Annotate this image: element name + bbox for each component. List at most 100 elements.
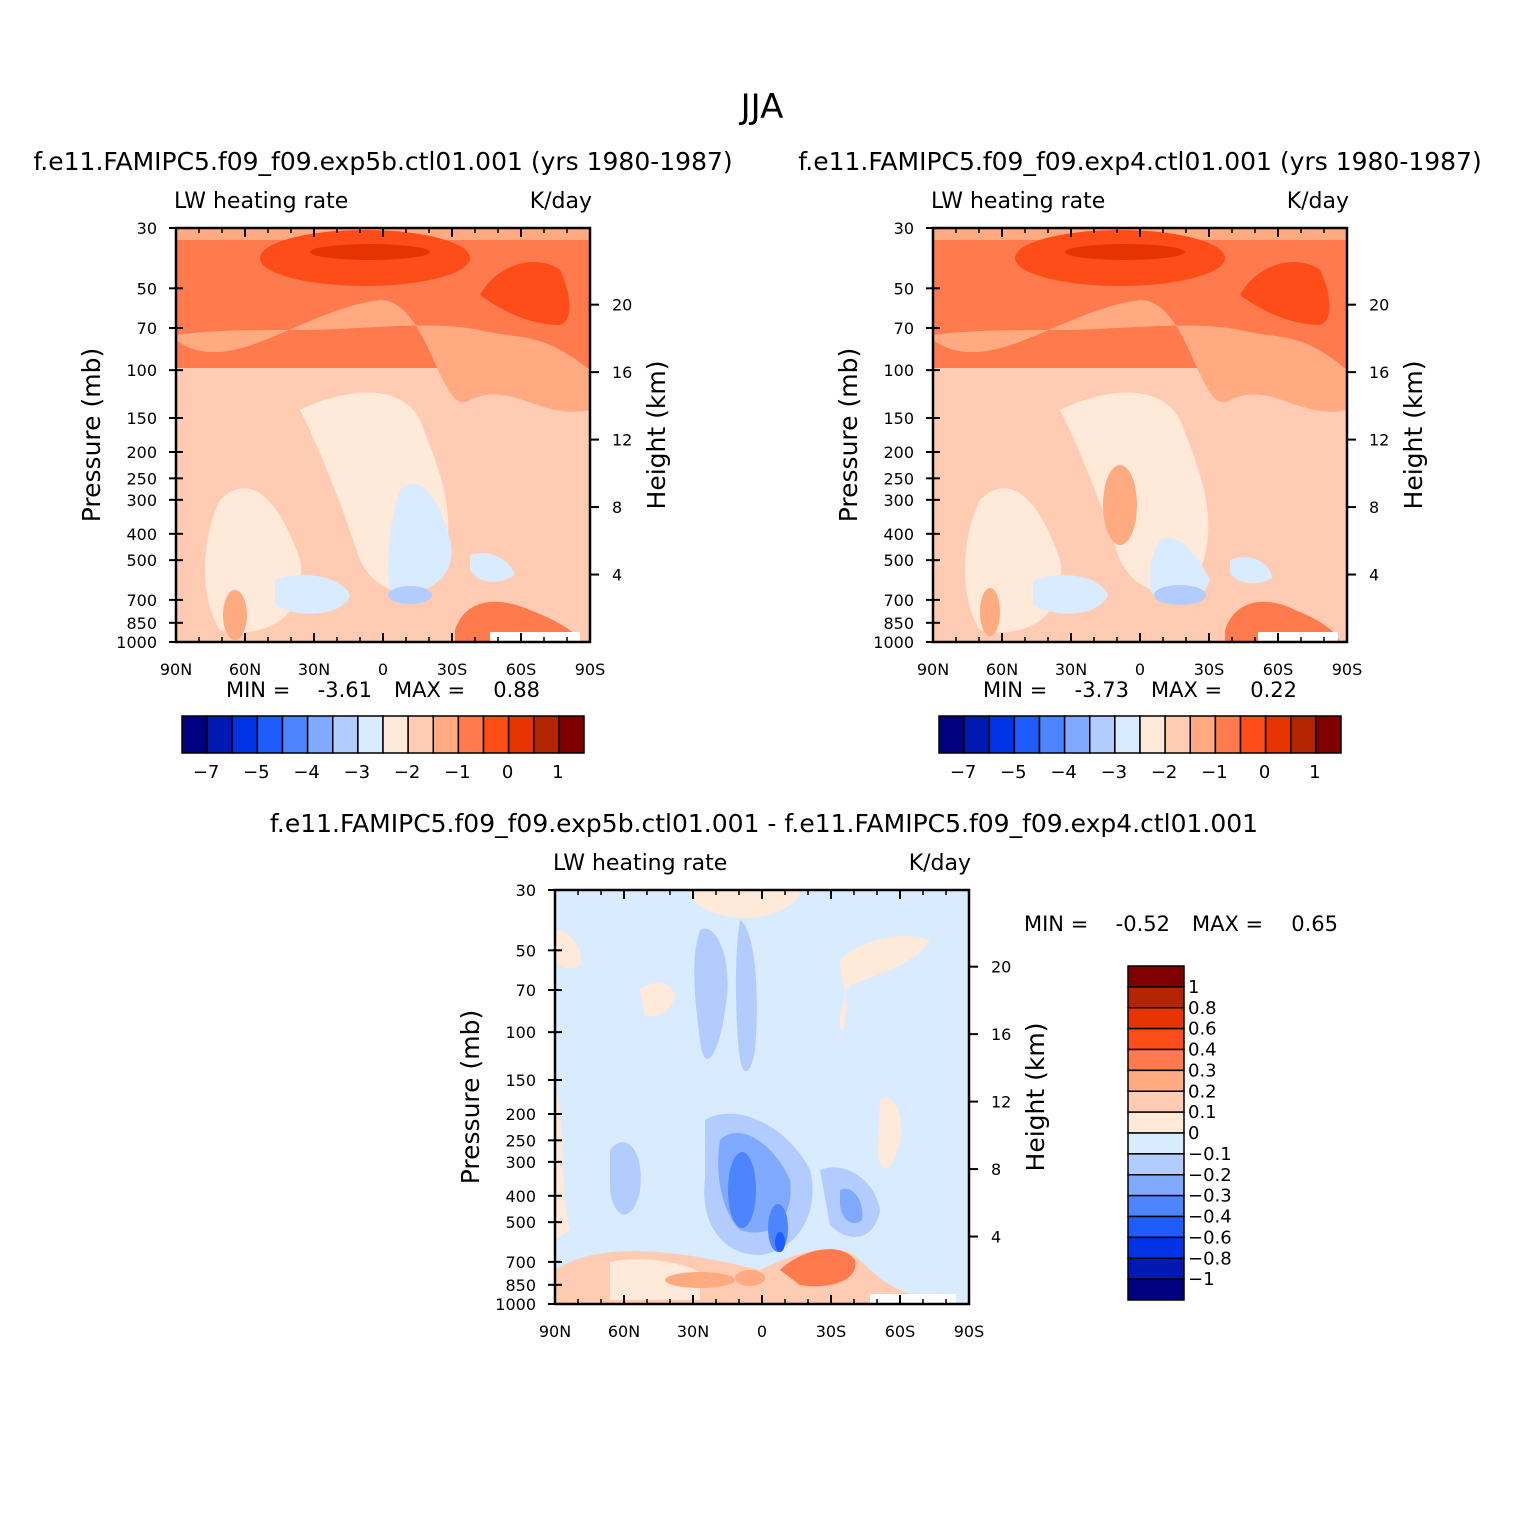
colorbar-label: −4 bbox=[1050, 762, 1077, 783]
y-tick-label: 1000 bbox=[873, 633, 914, 652]
colorbar-box bbox=[938, 715, 965, 754]
y-tick-label: 50 bbox=[137, 279, 157, 298]
y-tick-label: 850 bbox=[505, 1276, 536, 1295]
x-tick-label: 90N bbox=[917, 660, 949, 679]
panel-3-blue-col-b bbox=[735, 920, 757, 1072]
panel-2-field bbox=[933, 228, 1347, 642]
x-tick-label: 0 bbox=[378, 660, 388, 679]
panel-2: f.e11.FAMIPC5.f09_f09.exp4.ctl01.001 (yr… bbox=[798, 147, 1481, 783]
y-tick-label: 1000 bbox=[495, 1295, 536, 1314]
panel-1-colorbar: −7 −5 −4 −3 −2 −1 0 1 bbox=[181, 715, 585, 783]
y2-tick-label: 8 bbox=[1369, 498, 1379, 517]
colorbar-box bbox=[382, 715, 409, 754]
colorbar-label: 0.4 bbox=[1188, 1040, 1217, 1061]
colorbar-label: −0.8 bbox=[1188, 1248, 1232, 1269]
colorbar-label: −1 bbox=[1201, 762, 1228, 783]
colorbar-box bbox=[407, 715, 434, 754]
y-tick-label: 150 bbox=[505, 1071, 536, 1090]
y-tick-label: 30 bbox=[894, 219, 914, 238]
x-tick-label: 60N bbox=[608, 1322, 640, 1341]
panel-1-blue-c bbox=[470, 552, 515, 582]
colorbar-label: −3 bbox=[344, 762, 371, 783]
y-tick-label: 400 bbox=[505, 1187, 536, 1206]
colorbar-box bbox=[206, 715, 233, 754]
colorbar-box bbox=[1038, 715, 1066, 754]
colorbar-box bbox=[1127, 1007, 1185, 1030]
y2-tick-label: 8 bbox=[612, 498, 622, 517]
x-tick-label: 0 bbox=[757, 1322, 767, 1341]
y-tick-label: 200 bbox=[505, 1105, 536, 1124]
colorbar-label: 0.1 bbox=[1188, 1102, 1217, 1123]
colorbar-box bbox=[1127, 1257, 1185, 1280]
colorbar-label: 0 bbox=[1188, 1123, 1199, 1144]
panel-3-colorbar: 10.80.60.40.30.20.10−0.1−0.2−0.3−0.4−0.6… bbox=[1127, 965, 1232, 1301]
panel-1-y2label: Height (km) bbox=[642, 361, 671, 510]
panel-1-min-value: -3.61 bbox=[318, 678, 372, 702]
panel-2-ylabel: Pressure (mb) bbox=[834, 348, 863, 522]
colorbar-box bbox=[1127, 1194, 1185, 1218]
y-tick-label: 70 bbox=[516, 981, 536, 1000]
panel-1-missing bbox=[490, 632, 580, 642]
colorbar-box bbox=[1164, 715, 1191, 754]
colorbar-label: −4 bbox=[293, 762, 320, 783]
y2-tick-label: 4 bbox=[991, 1228, 1001, 1247]
panel-3-min-label: MIN = bbox=[1024, 912, 1088, 936]
colorbar-label: −2 bbox=[394, 762, 421, 783]
y2-tick-label: 4 bbox=[612, 566, 622, 585]
colorbar-box bbox=[357, 715, 384, 754]
y-tick-label: 100 bbox=[126, 361, 157, 380]
colorbar-box bbox=[1127, 1048, 1185, 1072]
panel-3-blue-deep-a bbox=[728, 1152, 756, 1228]
x-tick-label: 90S bbox=[1332, 660, 1363, 679]
colorbar-label: 0 bbox=[502, 762, 513, 783]
y-tick-label: 1000 bbox=[116, 633, 157, 652]
colorbar-box bbox=[558, 715, 585, 754]
panel-3-max-label: MAX = bbox=[1192, 912, 1263, 936]
colorbar-box bbox=[256, 715, 284, 754]
x-tick-label: 60S bbox=[1263, 660, 1294, 679]
colorbar-box bbox=[1264, 715, 1292, 754]
colorbar-label: −3 bbox=[1101, 762, 1128, 783]
colorbar-label: −7 bbox=[950, 762, 977, 783]
y2-tick-label: 16 bbox=[612, 363, 632, 382]
panel-2-blue-c bbox=[1230, 557, 1272, 584]
x-tick-label: 30N bbox=[1055, 660, 1087, 679]
y-tick-label: 70 bbox=[894, 319, 914, 338]
y-tick-label: 150 bbox=[883, 409, 914, 428]
y-tick-label: 700 bbox=[883, 591, 914, 610]
colorbar-box bbox=[1127, 1278, 1185, 1301]
panel-3-warm-top bbox=[690, 890, 800, 919]
colorbar-label: 0.3 bbox=[1188, 1060, 1217, 1081]
x-tick-label: 60N bbox=[986, 660, 1018, 679]
colorbar-label: −0.2 bbox=[1188, 1165, 1232, 1186]
panel-3-field bbox=[555, 890, 969, 1304]
colorbar-label: −1 bbox=[444, 762, 471, 783]
panel-2-right-label: K/day bbox=[1287, 189, 1349, 214]
y-tick-label: 500 bbox=[883, 551, 914, 570]
y-tick-label: 400 bbox=[883, 525, 914, 544]
y-tick-label: 200 bbox=[126, 443, 157, 462]
colorbar-label: −5 bbox=[243, 762, 270, 783]
x-tick-label: 30S bbox=[437, 660, 468, 679]
y-tick-label: 70 bbox=[137, 319, 157, 338]
colorbar-box bbox=[963, 715, 990, 754]
panel-3-axes: 90N 60N 30N 0 30S 60S 90S 30 50 70 100 150 200 250 300… bbox=[495, 881, 1011, 1341]
panel-1-blue-b bbox=[275, 575, 350, 614]
panel-1-blue-d bbox=[388, 586, 432, 604]
panel-2-upper-mid bbox=[933, 300, 1347, 412]
colorbar-box bbox=[306, 715, 334, 754]
colorbar-box bbox=[1127, 1215, 1185, 1239]
panel-3-orange-low-b bbox=[735, 1270, 765, 1286]
panel-2-core-inner bbox=[1065, 244, 1185, 260]
panel-1-title: f.e11.FAMIPC5.f09_f09.exp5b.ctl01.001 (y… bbox=[33, 147, 732, 176]
y-tick-label: 50 bbox=[516, 941, 536, 960]
panel-2-missing bbox=[1258, 632, 1338, 642]
x-tick-label: 0 bbox=[1135, 660, 1145, 679]
x-tick-label: 60S bbox=[506, 660, 537, 679]
panel-3-ylabel: Pressure (mb) bbox=[456, 1010, 485, 1184]
colorbar-box bbox=[457, 715, 485, 754]
colorbar-label: −0.4 bbox=[1188, 1207, 1232, 1228]
colorbar-box bbox=[181, 715, 208, 754]
panel-2-max-label: MAX = bbox=[1151, 678, 1222, 702]
y2-tick-label: 16 bbox=[991, 1025, 1011, 1044]
